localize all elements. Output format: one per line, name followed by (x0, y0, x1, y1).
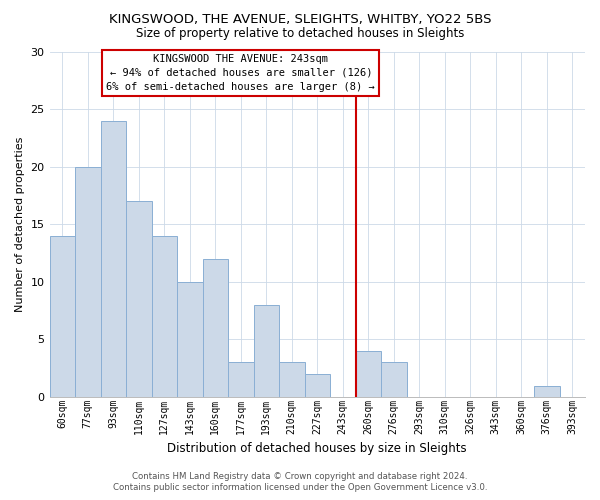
Text: KINGSWOOD THE AVENUE: 243sqm
← 94% of detached houses are smaller (126)
6% of se: KINGSWOOD THE AVENUE: 243sqm ← 94% of de… (106, 54, 375, 92)
Bar (534, 386, 560, 397)
Bar (254, 305, 279, 397)
Bar (305, 374, 330, 397)
Bar (381, 362, 407, 397)
Bar (152, 236, 177, 397)
Text: Contains HM Land Registry data © Crown copyright and database right 2024.
Contai: Contains HM Land Registry data © Crown c… (113, 472, 487, 492)
Text: KINGSWOOD, THE AVENUE, SLEIGHTS, WHITBY, YO22 5BS: KINGSWOOD, THE AVENUE, SLEIGHTS, WHITBY,… (109, 12, 491, 26)
Bar (203, 259, 228, 397)
Bar (228, 362, 254, 397)
Bar (177, 282, 203, 397)
Bar (356, 351, 381, 397)
Text: Size of property relative to detached houses in Sleights: Size of property relative to detached ho… (136, 28, 464, 40)
Bar (75, 166, 101, 397)
Y-axis label: Number of detached properties: Number of detached properties (15, 136, 25, 312)
X-axis label: Distribution of detached houses by size in Sleights: Distribution of detached houses by size … (167, 442, 467, 455)
Bar (50, 236, 75, 397)
Bar (126, 201, 152, 397)
Bar (279, 362, 305, 397)
Bar (101, 120, 126, 397)
